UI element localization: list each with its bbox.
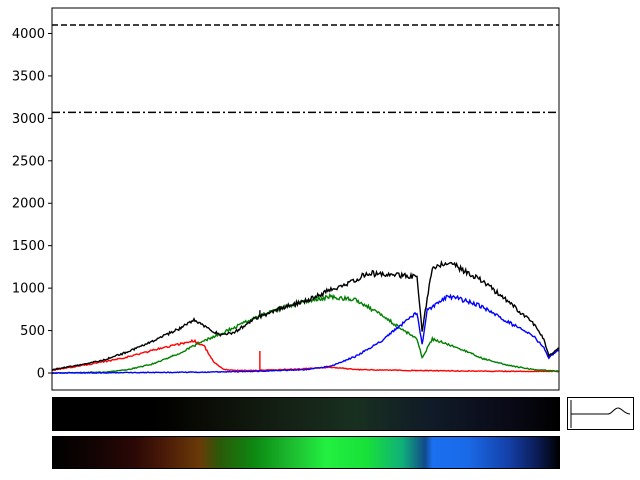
y-tick-label: 2500 xyxy=(12,154,45,169)
reference-lines xyxy=(52,24,559,114)
series-line-0 xyxy=(52,338,559,373)
y-tick-label: 1500 xyxy=(12,239,45,254)
slit-profile-inset xyxy=(567,397,634,430)
series-line-3 xyxy=(52,259,559,371)
raw-spectrum-strip xyxy=(52,397,560,431)
y-tick-label: 4000 xyxy=(12,27,45,42)
y-tick-label: 3000 xyxy=(12,112,45,127)
y-axis-ticks: 0 500 1000 1500 2000 2500 3000 3500 4000 xyxy=(12,27,52,382)
y-tick-label: 3500 xyxy=(12,69,45,84)
color-spectrum-strip xyxy=(52,436,560,469)
plot-frame xyxy=(51,7,560,391)
y-tick-label: 2000 xyxy=(12,197,45,212)
slit-profile-curve xyxy=(570,400,631,428)
series-lines xyxy=(52,259,559,374)
y-tick-label: 500 xyxy=(20,324,45,339)
series-line-2 xyxy=(52,293,559,374)
y-tick-label: 0 xyxy=(37,367,45,382)
y-tick-label: 1000 xyxy=(12,282,45,297)
